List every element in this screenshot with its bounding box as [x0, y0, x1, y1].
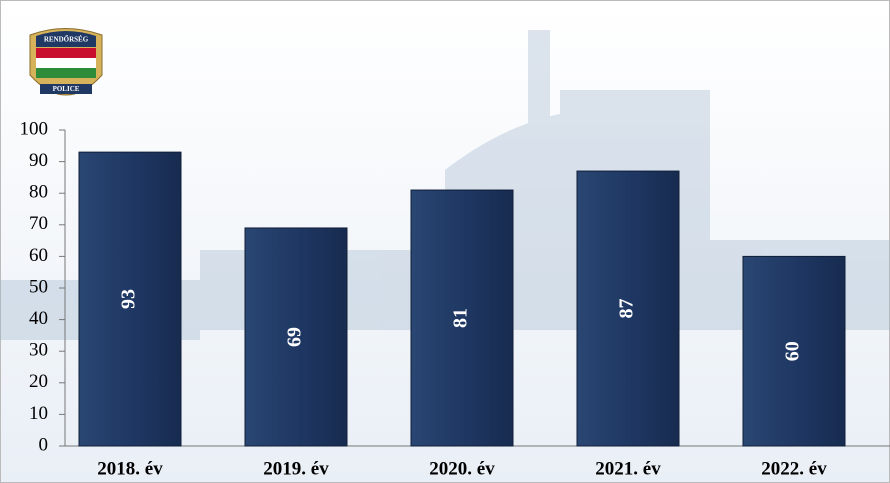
y-tick-label: 60	[29, 245, 48, 266]
y-tick-label: 90	[29, 150, 48, 171]
y-tick-label: 30	[29, 340, 48, 361]
y-tick-label: 80	[29, 182, 48, 203]
y-tick-label: 70	[29, 213, 48, 234]
logo-top: RENDŐRSÉG	[44, 36, 89, 44]
y-tick-label: 40	[29, 308, 48, 329]
bar	[410, 189, 514, 447]
x-tick-label: 2018. év	[97, 458, 163, 479]
y-tick-label: 10	[29, 403, 48, 424]
value-label: 60	[782, 341, 804, 361]
y-tick-label: 100	[20, 118, 49, 139]
value-label: 87	[616, 299, 638, 319]
bar	[78, 151, 182, 447]
y-tick-label: 20	[29, 371, 48, 392]
bar	[576, 170, 680, 447]
x-tick-label: 2022. év	[761, 458, 827, 479]
x-tick-label: 2019. év	[263, 458, 329, 479]
value-label: 93	[118, 289, 140, 309]
logo: RENDŐRSÉG POLICE	[29, 28, 103, 96]
logo-bottom: POLICE	[53, 85, 80, 93]
bar	[244, 227, 348, 447]
value-label: 81	[450, 308, 472, 328]
y-tick-label: 50	[29, 276, 48, 297]
x-tick-label: 2021. év	[595, 458, 661, 479]
x-tick-label: 2020. év	[429, 458, 495, 479]
y-tick-label: 0	[39, 434, 49, 455]
value-label: 69	[284, 327, 306, 347]
bar	[742, 255, 846, 447]
